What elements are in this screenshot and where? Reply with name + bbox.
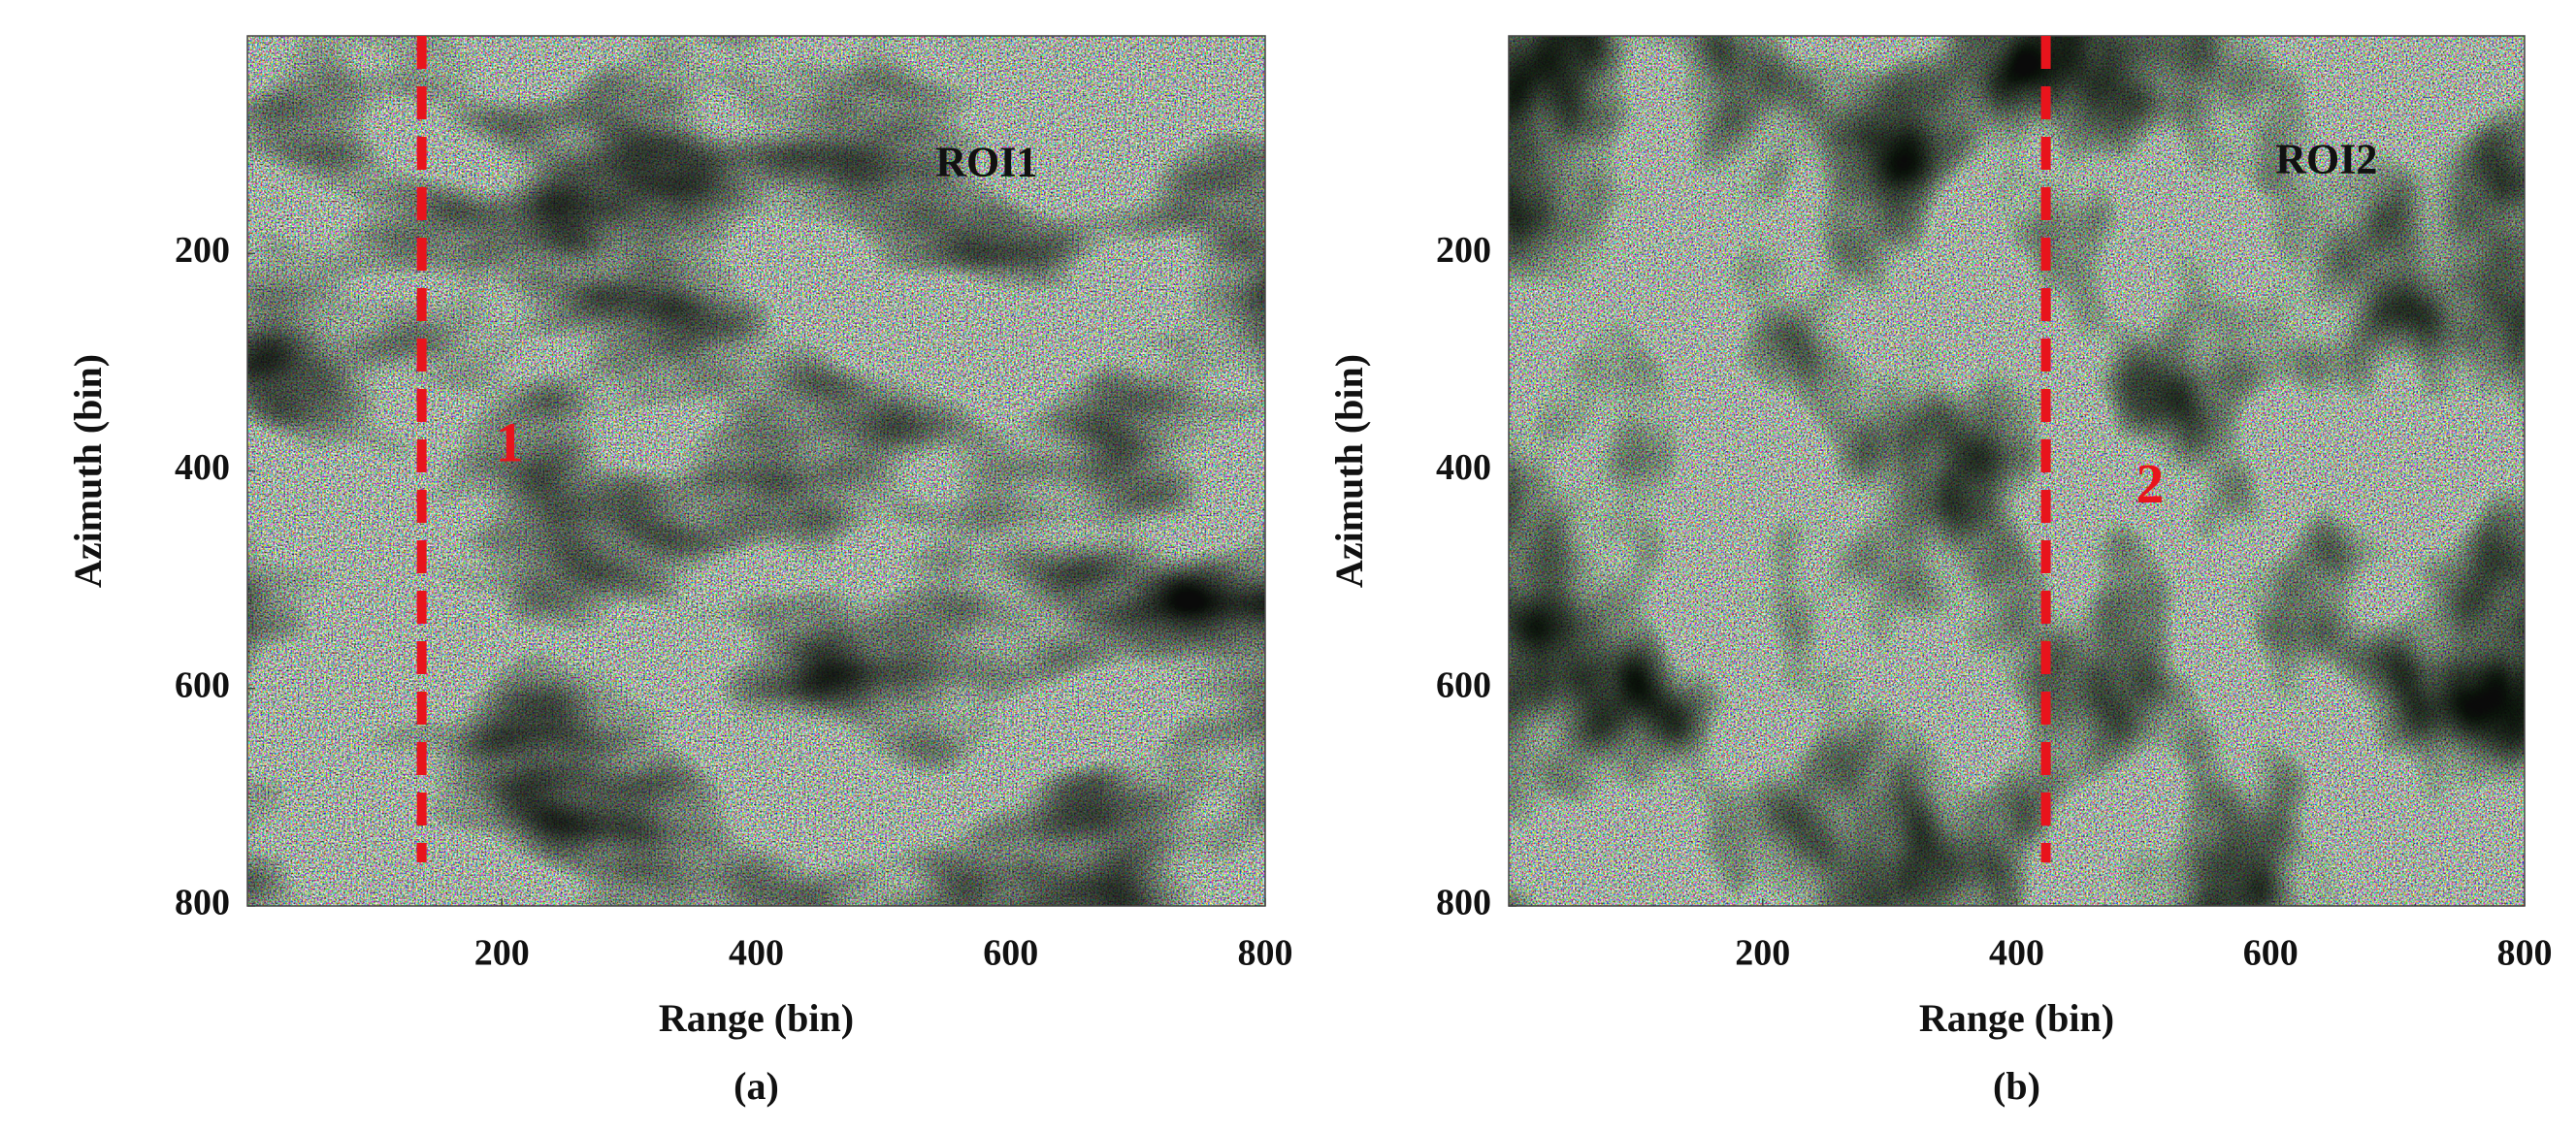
y-tick-label: 200 bbox=[175, 230, 230, 271]
sar-image bbox=[247, 36, 1265, 906]
y-tick-label: 400 bbox=[175, 447, 230, 488]
x-tick-label: 200 bbox=[474, 933, 530, 974]
y-tick-label: 400 bbox=[1436, 447, 1491, 488]
x-axis-label: Range (bin) bbox=[1919, 996, 2114, 1040]
x-tick-label: 800 bbox=[2497, 933, 2553, 974]
y-axis-label: Azimuth (bin) bbox=[1327, 354, 1371, 588]
annotation: ROI2 bbox=[2275, 135, 2377, 182]
subtitle: (b) bbox=[1993, 1064, 2040, 1108]
x-tick-label: 200 bbox=[1735, 933, 1790, 974]
annotation: ROI1 bbox=[935, 139, 1037, 186]
y-tick-label: 800 bbox=[175, 883, 230, 923]
subtitle: (a) bbox=[734, 1064, 779, 1108]
y-axis-label: Azimuth (bin) bbox=[66, 354, 110, 588]
x-axis-label: Range (bin) bbox=[659, 996, 854, 1040]
x-tick-label: 600 bbox=[2243, 933, 2299, 974]
y-tick-label: 800 bbox=[1436, 883, 1491, 923]
y-tick-label: 600 bbox=[175, 664, 230, 705]
x-tick-label: 400 bbox=[1989, 933, 2044, 974]
annotation: 1 bbox=[496, 410, 524, 473]
y-tick-label: 600 bbox=[1436, 664, 1491, 705]
sar-image bbox=[1509, 36, 2525, 906]
x-tick-label: 800 bbox=[1238, 933, 1293, 974]
x-tick-label: 600 bbox=[983, 933, 1038, 974]
x-tick-label: 400 bbox=[729, 933, 784, 974]
y-tick-label: 200 bbox=[1436, 230, 1491, 271]
annotation: 2 bbox=[2136, 452, 2164, 515]
